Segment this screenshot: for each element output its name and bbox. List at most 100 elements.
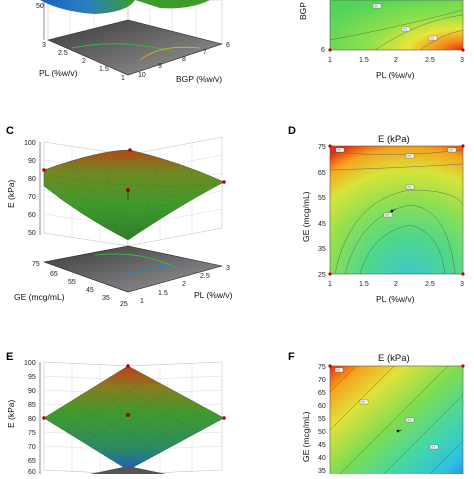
panel-e-z-tick: 60: [28, 469, 36, 474]
panel-d-x-label: PL (%w/v): [376, 294, 415, 304]
panel-e-z-tick: 85: [28, 402, 36, 409]
panel-c-surface-plot: [39, 136, 226, 293]
panel-f-y-label: GE (mcg/mL): [301, 411, 311, 462]
panel-b-x-tick: 3: [460, 57, 464, 64]
panel-e-axis-labels: 100 95 90 85 80 75 70 65 60 E (kPa): [6, 360, 36, 476]
panel-c-x-tick: 25: [120, 301, 128, 308]
panel-c-surface: [43, 149, 225, 241]
panel-d-y-label: GE (mcg/mL): [301, 191, 311, 242]
panel-d-y-tick: 75: [318, 144, 326, 151]
panel-f-y-tick: 65: [318, 390, 326, 397]
panel-d-contour-label: ??: [407, 185, 411, 189]
panel-d-contour-label: ??: [337, 148, 341, 152]
panel-e-z-tick: 75: [28, 430, 36, 437]
panel-c-x-label: GE (mcg/mL): [14, 292, 65, 302]
panel-b-x-tick: 1: [328, 57, 332, 64]
panel-c-x-tick: 35: [102, 295, 110, 302]
panel-d-y-tick: 55: [318, 195, 326, 202]
panel-e-z-tick: 80: [28, 416, 36, 423]
panel-d-y-tick: 65: [318, 170, 326, 177]
panel-d-x-tick: 2.5: [425, 281, 435, 288]
panel-c-y-tick: 1: [140, 298, 144, 305]
panel-a-x-tick: 1: [121, 75, 125, 82]
panel-c-z-tick: 100: [24, 140, 36, 147]
panel-b-x-tick: 2: [394, 57, 398, 64]
panel-a-z-tick: 50: [36, 3, 44, 10]
panel-f-letter: F: [288, 351, 295, 363]
panel-a-x-tick: 1.5: [99, 66, 109, 73]
panel-d-x-tick: 1: [328, 281, 332, 288]
panel-f-y-tick: 70: [318, 377, 326, 384]
panel-d-y-tick: 45: [318, 221, 326, 228]
panel-c-y-label: PL (%w/v): [194, 290, 233, 300]
panel-d-x-tick: 3: [460, 281, 464, 288]
panel-c-y-tick: 1.5: [158, 290, 168, 297]
panel-f-axis-labels: 75 70 65 60 55 50 45 40 35 GE (mcg/mL): [301, 364, 326, 475]
panel-c-z-tick: 60: [28, 212, 36, 219]
panel-a-y-tick: 10: [138, 72, 146, 79]
panel-c-floor: [42, 245, 223, 293]
panel-f-contour-label: ??: [336, 368, 340, 372]
panel-d-letter: D: [288, 125, 296, 137]
panel-b-axis-labels: 6 1 1.5 2 2.5 3 PL (%w/v) BGP (%w/v): [298, 0, 464, 80]
panel-c-axis-labels: 100 90 80 70 60 50 E (kPa) 75 65 55 45 3…: [6, 140, 233, 308]
panel-c-x-tick: 75: [32, 261, 40, 268]
panel-e-letter: E: [6, 351, 13, 363]
panel-b-y-tick: 6: [321, 47, 325, 54]
panel-a-x-tick: 3: [42, 42, 46, 49]
panel-f-y-tick: 40: [318, 455, 326, 462]
panel-c-z-label: E (kPa): [6, 179, 16, 208]
panel-e-z-label: E (kPa): [6, 399, 16, 428]
panel-f-y-tick: 60: [318, 403, 326, 410]
panel-f-title: E (kPa): [378, 353, 410, 364]
panel-d-contour-plot: ?? ?? ?? ?? ??: [328, 144, 465, 276]
panel-b-contour-plot: ?? ?? ??: [328, 0, 465, 52]
panel-a-x-tick: 2: [82, 58, 86, 65]
panel-a-axis-labels: 50 3 2.5 2 1.5 1 6 7 8 9 10 PL (%w/v) BG…: [36, 3, 230, 84]
panel-b-y-label: BGP (%w/v): [298, 0, 308, 20]
panel-e-z-tick: 95: [28, 374, 36, 381]
panel-d-axis-labels: 75 65 55 45 35 25 1 1.5 2 2.5 3 PL (%w/v…: [301, 144, 464, 304]
panel-a-y-label: BGP (%w/v): [176, 74, 222, 84]
panel-c-x-tick: 45: [86, 287, 94, 294]
panel-a-y-tick: 7: [203, 49, 207, 56]
panel-b-contour-label: ??: [374, 4, 378, 8]
panel-f-y-tick: 50: [318, 429, 326, 436]
panel-c-z-tick: 70: [28, 194, 36, 201]
panel-f-contour-label: ??: [431, 445, 435, 449]
panel-c-z-tick: 50: [28, 230, 36, 237]
panel-b-x-tick: 1.5: [359, 57, 369, 64]
panel-f-y-tick: 55: [318, 416, 326, 423]
panel-d-x-tick: 1.5: [359, 281, 369, 288]
panel-e-surface-plot: [39, 361, 226, 475]
panel-c-y-tick: 3: [226, 265, 230, 272]
panel-c-y-tick: 2: [182, 281, 186, 288]
panel-d-y-tick: 35: [318, 246, 326, 253]
panel-c-x-tick: 65: [50, 271, 58, 278]
panel-a-x-label: PL (%w/v): [39, 68, 78, 78]
panel-a-y-tick: 8: [182, 56, 186, 63]
panel-c-letter: C: [6, 125, 14, 137]
panel-a-y-tick: 6: [226, 42, 230, 49]
panel-c-z-tick: 80: [28, 176, 36, 183]
panel-d-title: E (kPa): [378, 134, 410, 145]
panel-e-z-tick: 70: [28, 444, 36, 451]
panel-c-z-tick: 90: [28, 158, 36, 165]
panel-f-contour-plot: ?? ?? ?? ??: [328, 364, 465, 479]
panel-b-x-tick: 2.5: [425, 57, 435, 64]
panel-f-y-tick: 45: [318, 442, 326, 449]
panel-f-y-tick: 75: [318, 364, 326, 371]
panel-a-surface-plot: [40, 0, 224, 76]
panel-b-contour-label: ??: [430, 36, 434, 40]
panel-f-contour-label: ??: [407, 418, 411, 422]
panel-f-contour-label: ??: [361, 400, 365, 404]
panel-d-contour-label: ??: [407, 154, 411, 158]
panel-b-contour-label: ??: [403, 27, 407, 31]
panel-d-y-tick: 25: [318, 272, 326, 279]
panel-c-y-tick: 2.5: [200, 273, 210, 280]
panel-a-x-tick: 2.5: [58, 50, 68, 57]
panel-e-z-tick: 100: [24, 360, 36, 367]
panel-a-y-tick: 9: [158, 63, 162, 70]
panel-b-x-label: PL (%w/v): [376, 70, 415, 80]
